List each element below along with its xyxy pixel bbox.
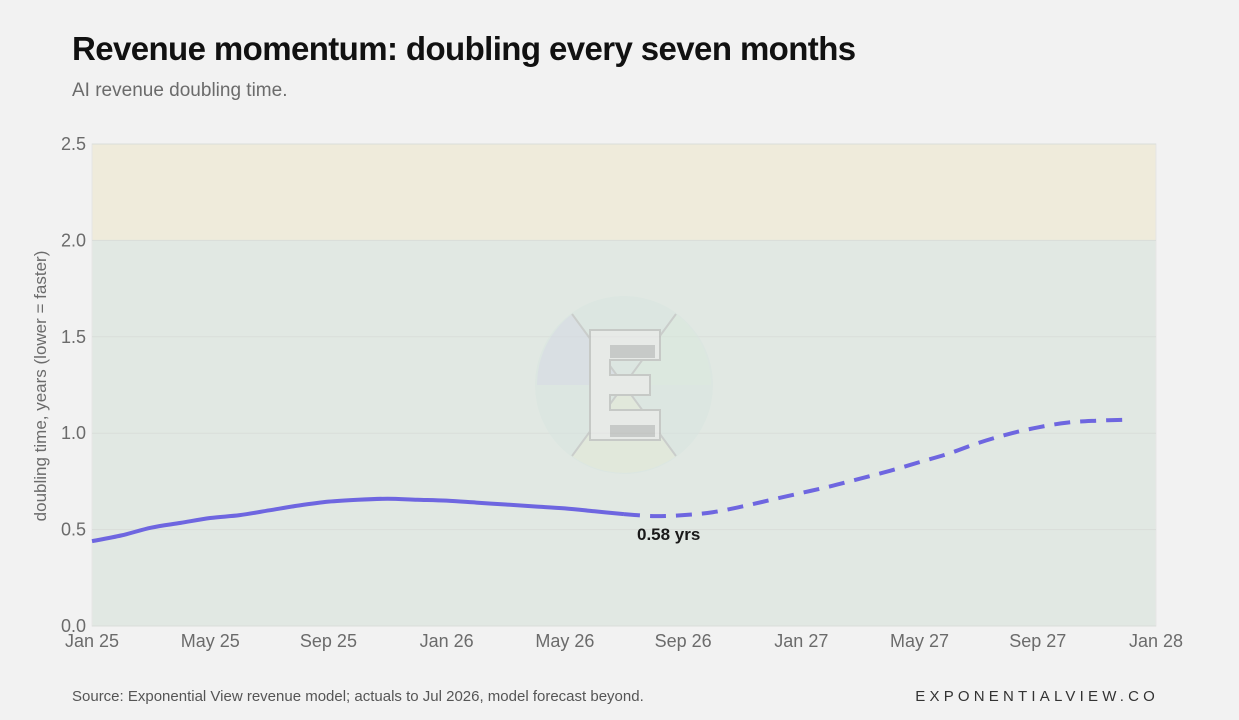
y-tick-label: 2.5 [61,134,86,154]
chart-title: Revenue momentum: doubling every seven m… [72,30,856,67]
x-tick-label: Jan 25 [65,631,119,651]
x-tick-label: Sep 25 [300,631,357,651]
y-tick-label: 0.5 [61,520,86,540]
band-1 [92,144,1156,241]
actual-line [91,496,625,544]
y-tick-label: 2.0 [61,230,86,250]
y-axis-title: doubling time, years (lower = faster) [31,251,50,522]
x-tick-label: Sep 26 [655,631,712,651]
gridlines [92,143,1156,627]
x-tick-label: Sep 27 [1009,631,1066,651]
forecast-line [623,417,1127,519]
y-tick-label: 1.5 [61,327,86,347]
y-axis-ticks: 0.0 0.5 1.0 1.5 2.0 2.5 [61,134,86,636]
x-tick-label: Jan 28 [1129,631,1183,651]
y-tick-label: 0.0 [61,616,86,636]
x-tick-label: Jan 26 [420,631,474,651]
y-tick-label: 1.0 [61,423,86,443]
x-tick-label: May 26 [535,631,594,651]
series-lines [91,417,1127,544]
watermark-logo [535,296,713,474]
x-tick-label: May 25 [181,631,240,651]
chart-subtitle: AI revenue doubling time. [72,80,288,101]
x-tick-label: May 27 [890,631,949,651]
brand-wordmark: EXPONENTIALVIEW.CO [915,688,1159,705]
x-tick-label: Jan 27 [774,631,828,651]
x-axis-ticks: Jan 25 May 25 Sep 25 Jan 26 May 26 Sep 26 Jan … [65,631,1183,651]
source-note: Source: Exponential View revenue model; … [72,688,644,705]
annotation-label: 0.58 yrs [637,525,700,544]
